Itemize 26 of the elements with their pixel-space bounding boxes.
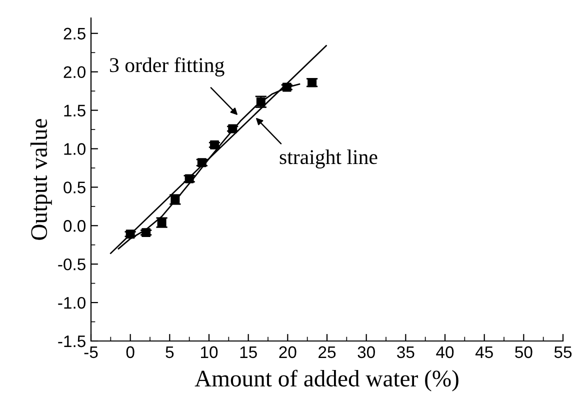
- y-tick-label: 0.0: [64, 220, 86, 232]
- x-tick-label: 55: [554, 346, 572, 358]
- x-tick-label: 0: [126, 346, 134, 358]
- y-tick-label: -0.5: [58, 258, 86, 270]
- y-tick-label: 1.0: [64, 143, 86, 155]
- x-tick-label: 35: [397, 346, 414, 358]
- y-tick-label: 2.5: [64, 28, 86, 40]
- x-tick-label: 30: [358, 346, 375, 358]
- x-tick-label: 45: [475, 346, 493, 358]
- x-tick-label: 40: [436, 346, 454, 358]
- y-tick-label: -1.5: [58, 336, 86, 348]
- annotation: straight line: [280, 150, 378, 168]
- x-tick-label: 20: [279, 346, 296, 358]
- x-tick-label: 25: [318, 346, 336, 358]
- x-axis-title: Amount of added water (%): [194, 370, 458, 392]
- x-tick-label: 10: [201, 346, 218, 358]
- x-tick-label: -5: [84, 346, 98, 358]
- y-tick-label: 1.5: [64, 104, 86, 116]
- x-tick-label: 50: [515, 346, 532, 358]
- y-tick-label: 2.0: [64, 66, 86, 78]
- annotation: 3 order fitting: [110, 57, 224, 76]
- x-tick-label: 5: [166, 346, 174, 358]
- y-axis-title: Output value: [30, 119, 52, 240]
- x-tick-label: 15: [240, 346, 257, 358]
- y-tick-label: 0.5: [64, 182, 86, 194]
- y-tick-label: -1.0: [58, 296, 86, 309]
